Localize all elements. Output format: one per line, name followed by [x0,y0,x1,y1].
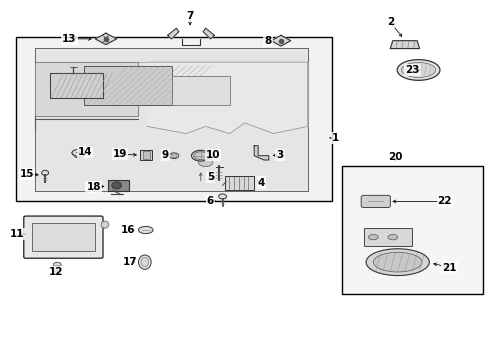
Polygon shape [147,62,307,134]
Text: 3: 3 [276,150,283,160]
Ellipse shape [101,221,109,228]
Ellipse shape [169,153,179,158]
Ellipse shape [112,182,121,189]
Ellipse shape [171,154,177,157]
Ellipse shape [53,268,61,273]
Text: 8: 8 [264,36,271,46]
Bar [171,76,229,105]
Bar [341,166,482,294]
Polygon shape [389,41,419,49]
Ellipse shape [72,149,86,157]
Bar [16,37,331,202]
Bar [142,152,149,158]
Bar [140,150,152,160]
Text: 21: 21 [442,262,456,273]
Ellipse shape [194,152,207,159]
Polygon shape [35,62,137,116]
Polygon shape [167,28,179,39]
FancyBboxPatch shape [361,195,389,207]
Ellipse shape [387,234,397,240]
Bar [50,73,103,98]
Text: 20: 20 [387,152,402,162]
Bar [31,223,95,251]
Text: 16: 16 [121,225,135,235]
Ellipse shape [198,158,212,167]
Text: 11: 11 [10,229,24,239]
Bar [363,228,411,246]
Polygon shape [203,28,214,39]
Polygon shape [35,48,307,191]
Ellipse shape [191,150,209,161]
Text: 10: 10 [205,150,220,160]
Text: 18: 18 [86,182,101,192]
Text: 23: 23 [404,65,419,75]
Text: 12: 12 [48,267,63,277]
Ellipse shape [372,252,421,272]
Text: 7: 7 [186,12,193,21]
Polygon shape [254,146,268,160]
Ellipse shape [218,194,226,199]
Text: 14: 14 [78,147,92,157]
Ellipse shape [141,257,148,267]
Bar [84,66,171,105]
Text: 13: 13 [62,34,77,44]
Text: 5: 5 [206,172,214,182]
Ellipse shape [138,255,151,269]
Text: 15: 15 [20,169,34,179]
Text: 22: 22 [437,197,451,206]
Ellipse shape [401,63,435,77]
Text: 2: 2 [386,17,393,27]
Ellipse shape [366,249,428,275]
Text: 6: 6 [206,197,214,206]
Bar [224,176,254,190]
Text: 1: 1 [332,133,339,143]
Text: 9: 9 [162,150,168,160]
Text: 17: 17 [122,257,137,267]
Ellipse shape [396,60,439,80]
Ellipse shape [41,170,48,175]
Text: 4: 4 [257,177,264,188]
Polygon shape [271,35,290,46]
Bar [108,180,128,191]
Ellipse shape [53,262,61,267]
Ellipse shape [138,226,153,234]
Text: 19: 19 [113,149,127,159]
Polygon shape [95,33,116,45]
FancyBboxPatch shape [24,216,103,258]
Ellipse shape [368,234,377,240]
